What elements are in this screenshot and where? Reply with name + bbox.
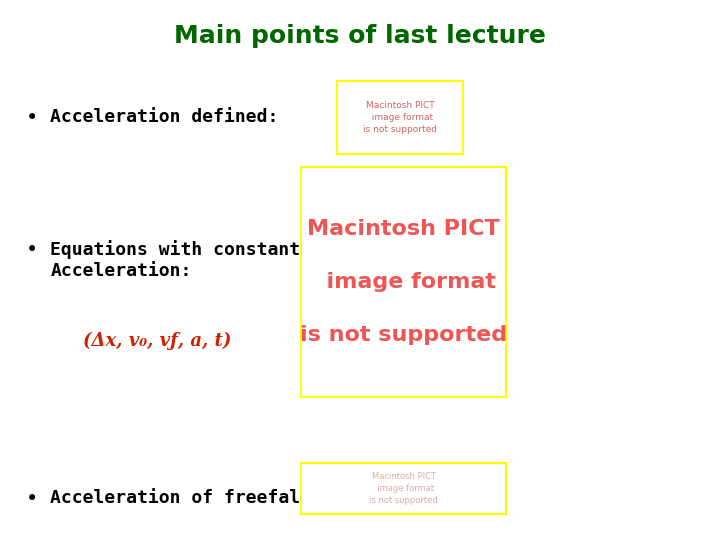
Text: Acceleration of freefall:: Acceleration of freefall: bbox=[50, 489, 323, 507]
Bar bbox=[337, 81, 463, 154]
Bar bbox=[301, 463, 506, 514]
Text: Macintosh PICT

  image format

is not supported: Macintosh PICT image format is not suppo… bbox=[300, 219, 507, 345]
Text: •: • bbox=[26, 108, 39, 128]
Text: Main points of last lecture: Main points of last lecture bbox=[174, 24, 546, 48]
Text: •: • bbox=[26, 489, 39, 509]
Bar bbox=[301, 167, 506, 397]
Text: Acceleration defined:: Acceleration defined: bbox=[50, 108, 279, 126]
Text: Macintosh PICT
  image format
is not supported: Macintosh PICT image format is not suppo… bbox=[369, 472, 438, 505]
Text: •: • bbox=[26, 240, 39, 260]
Text: Equations with constant
Acceleration:: Equations with constant Acceleration: bbox=[50, 240, 300, 280]
Text: (Δx, v₀, vƒ, a, t): (Δx, v₀, vƒ, a, t) bbox=[83, 332, 231, 350]
Text: Macintosh PICT
  image format
is not supported: Macintosh PICT image format is not suppo… bbox=[363, 101, 437, 134]
